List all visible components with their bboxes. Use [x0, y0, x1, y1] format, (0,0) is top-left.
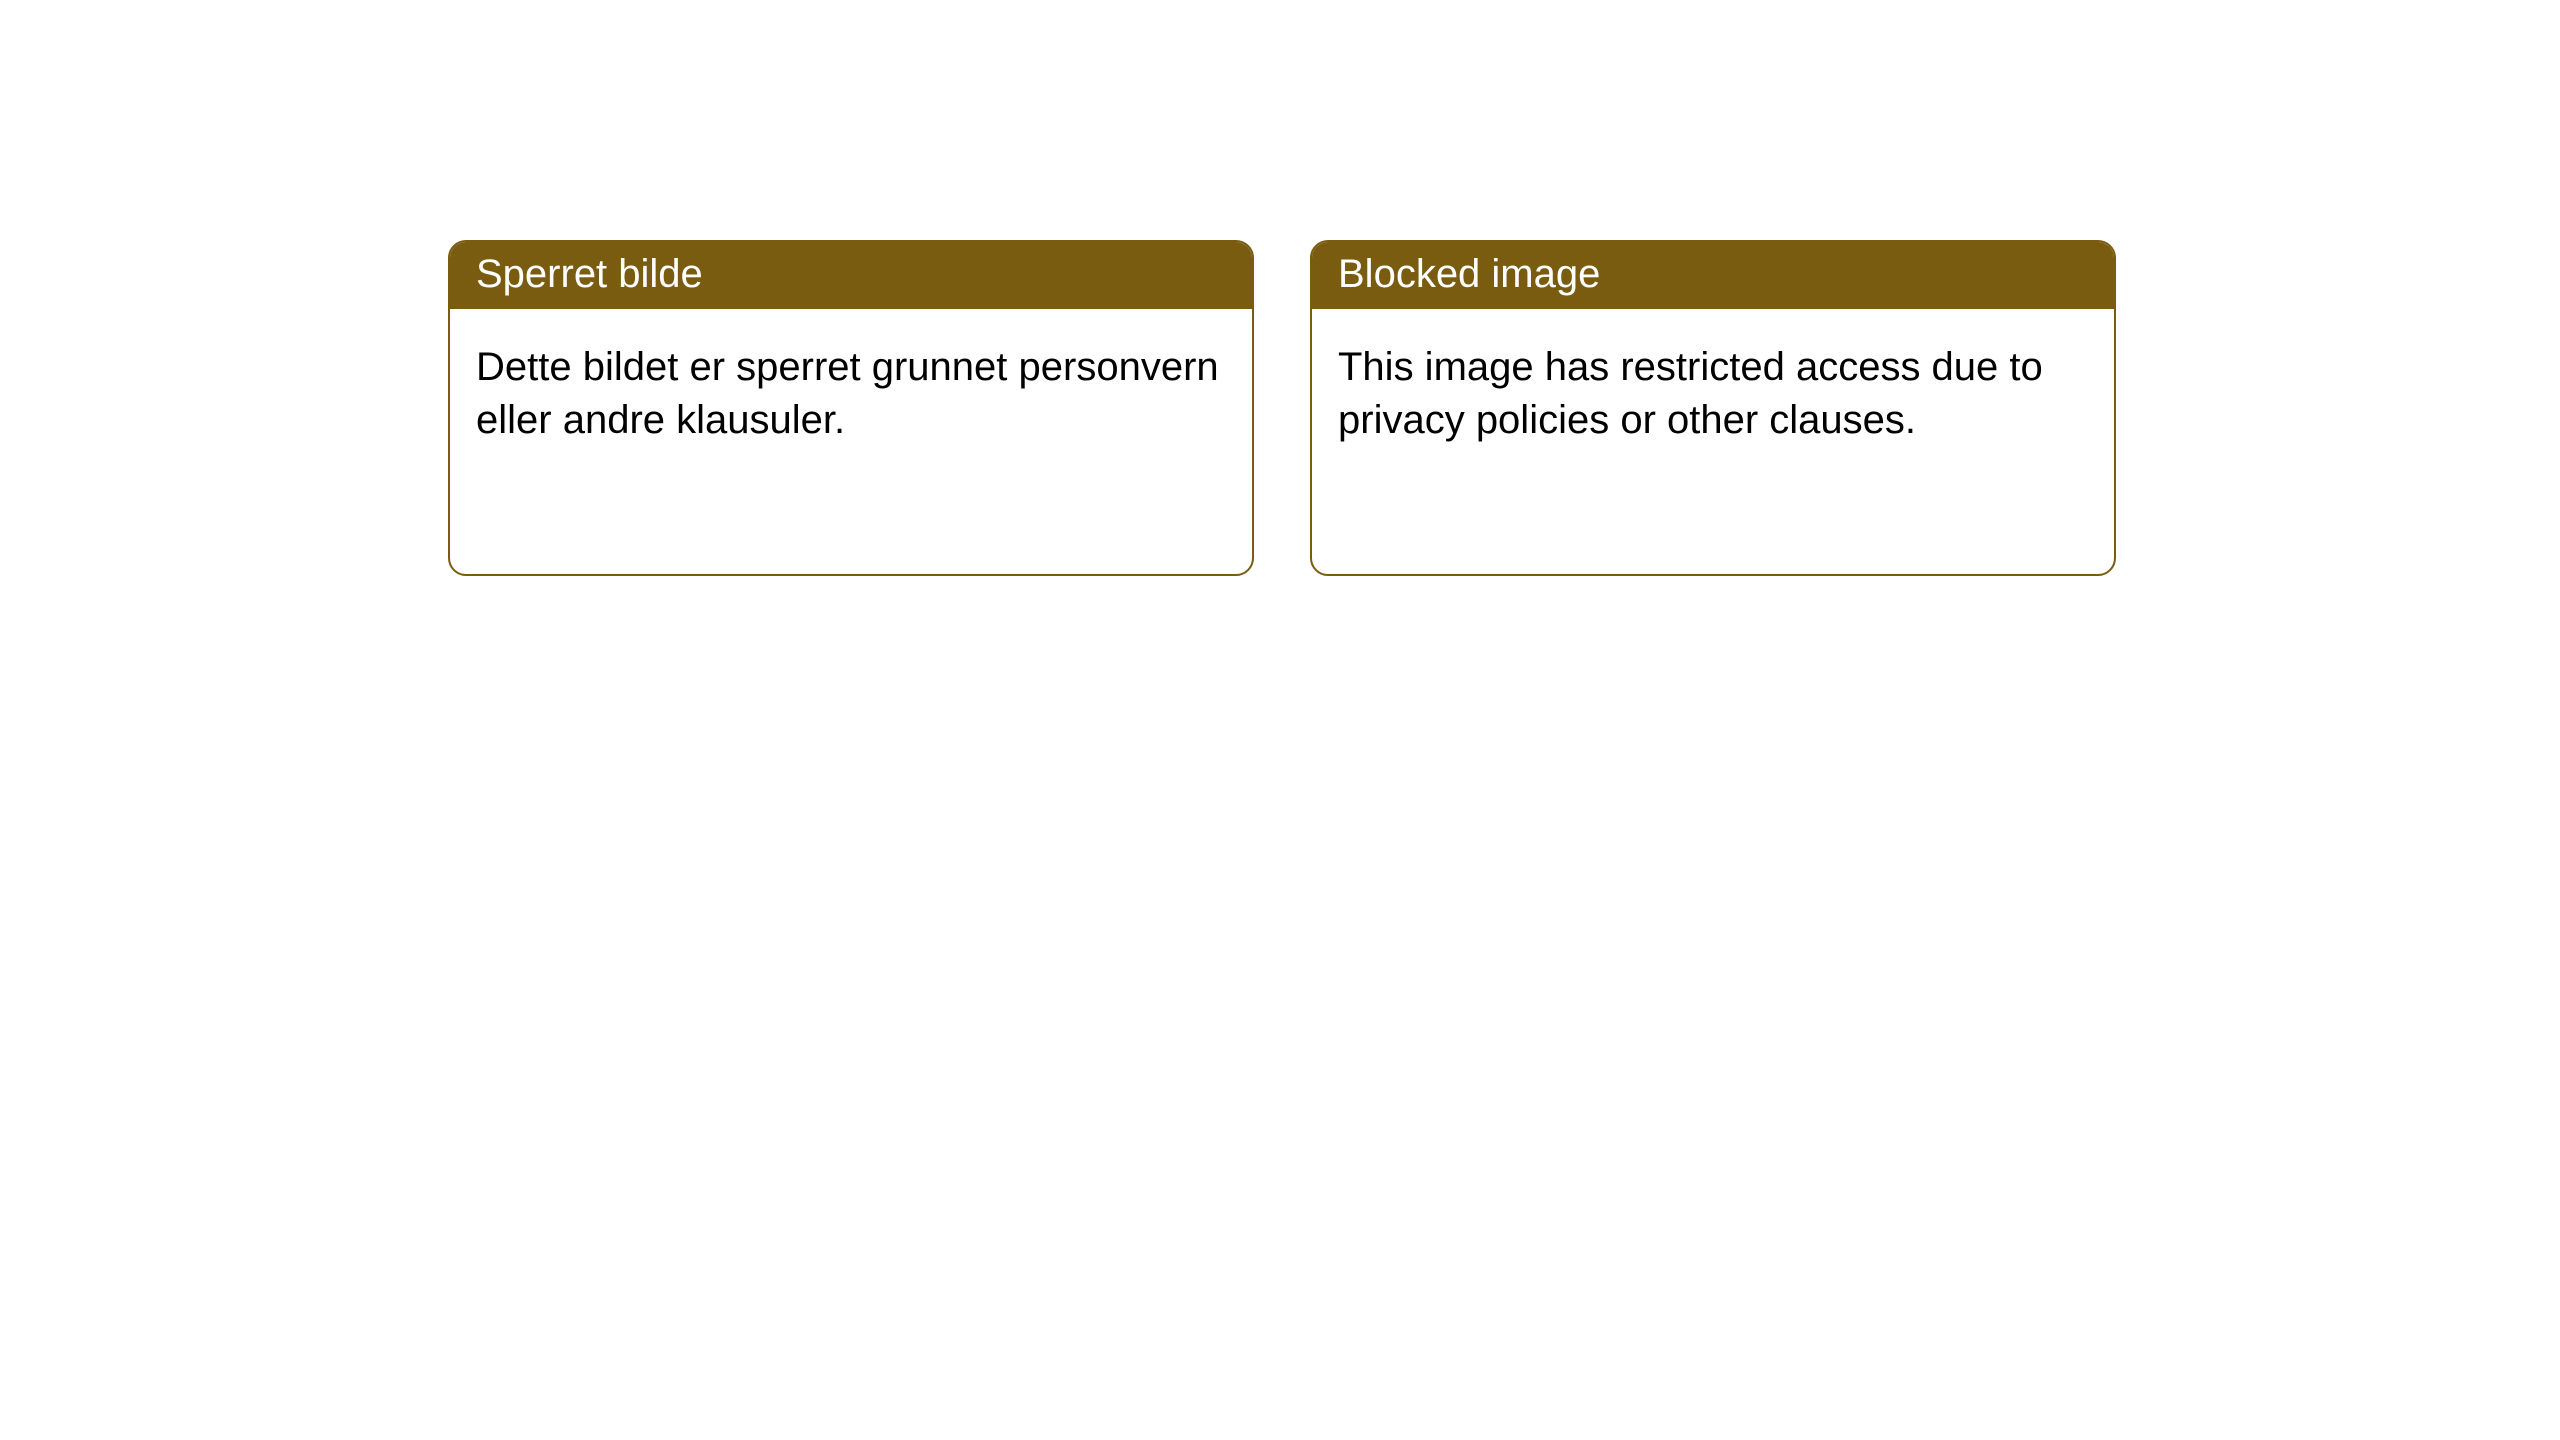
notice-body-en: This image has restricted access due to … [1312, 309, 2114, 479]
notice-container: Sperret bilde Dette bildet er sperret gr… [0, 0, 2560, 576]
notice-header-no: Sperret bilde [450, 242, 1252, 309]
notice-header-en: Blocked image [1312, 242, 2114, 309]
notice-card-en: Blocked image This image has restricted … [1310, 240, 2116, 576]
notice-body-no: Dette bildet er sperret grunnet personve… [450, 309, 1252, 479]
notice-card-no: Sperret bilde Dette bildet er sperret gr… [448, 240, 1254, 576]
